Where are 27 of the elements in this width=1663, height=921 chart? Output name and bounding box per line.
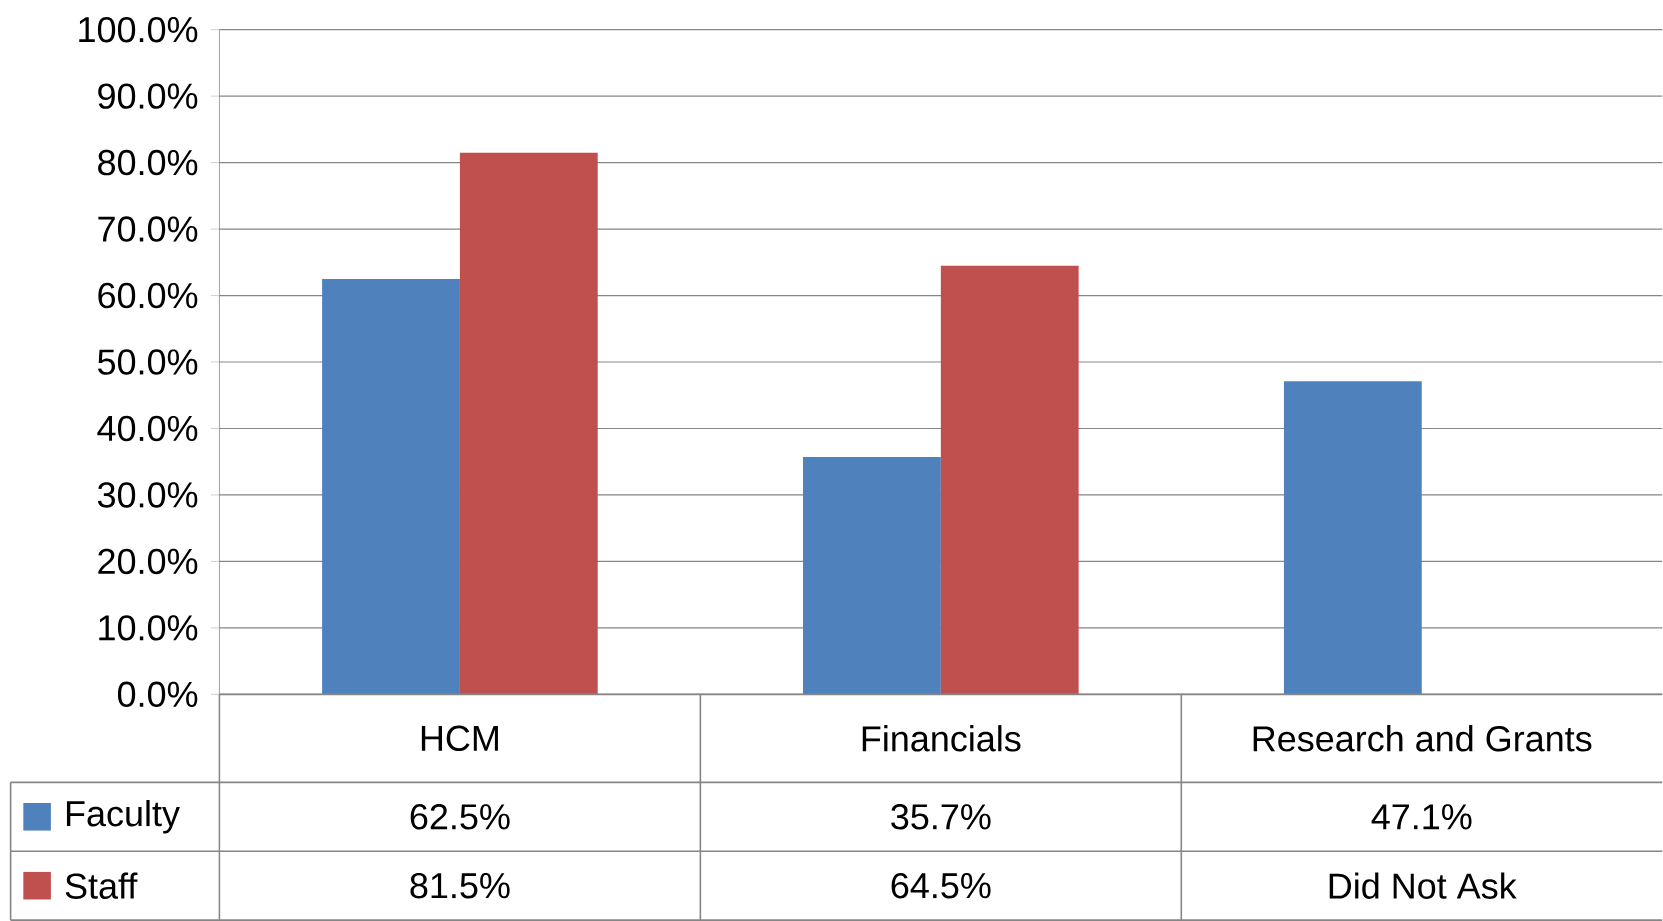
bar [459,152,598,695]
bar [1283,381,1422,695]
y-tick-label: 50.0% [97,349,198,375]
y-tick-label: 30.0% [97,482,198,508]
y-tick-label: 10.0% [99,615,198,641]
bar [940,265,1079,695]
data-label: 62.5% [410,804,510,830]
y-tick-label: 70.0% [98,216,198,242]
legend-label: Faculty [66,800,180,834]
bar [322,278,460,695]
text: Did Not Ask [1329,872,1517,899]
y-tick-label: 100.0% [79,16,198,43]
x-tick-label: HCM [421,725,498,752]
data-label: 64.5% [891,872,991,899]
y-tick-label: 60.0% [98,282,198,309]
y-tick-label: 0.0% [117,681,198,708]
data-label: 47.1% [1371,804,1472,830]
y-tick-label: 90.0% [98,83,198,109]
y-tick-label: 80.0% [98,149,198,176]
bar [803,457,941,695]
data-label: 35.7% [891,804,991,830]
x-tick-label: Financials [862,725,1021,752]
data-label: 81.5% [410,872,510,899]
y-tick-label: 20.0% [98,548,198,575]
legend-label: Staff [65,872,138,899]
y-tick-label: 40.0% [97,415,198,442]
x-tick-label: Research and Grants [1253,725,1592,752]
